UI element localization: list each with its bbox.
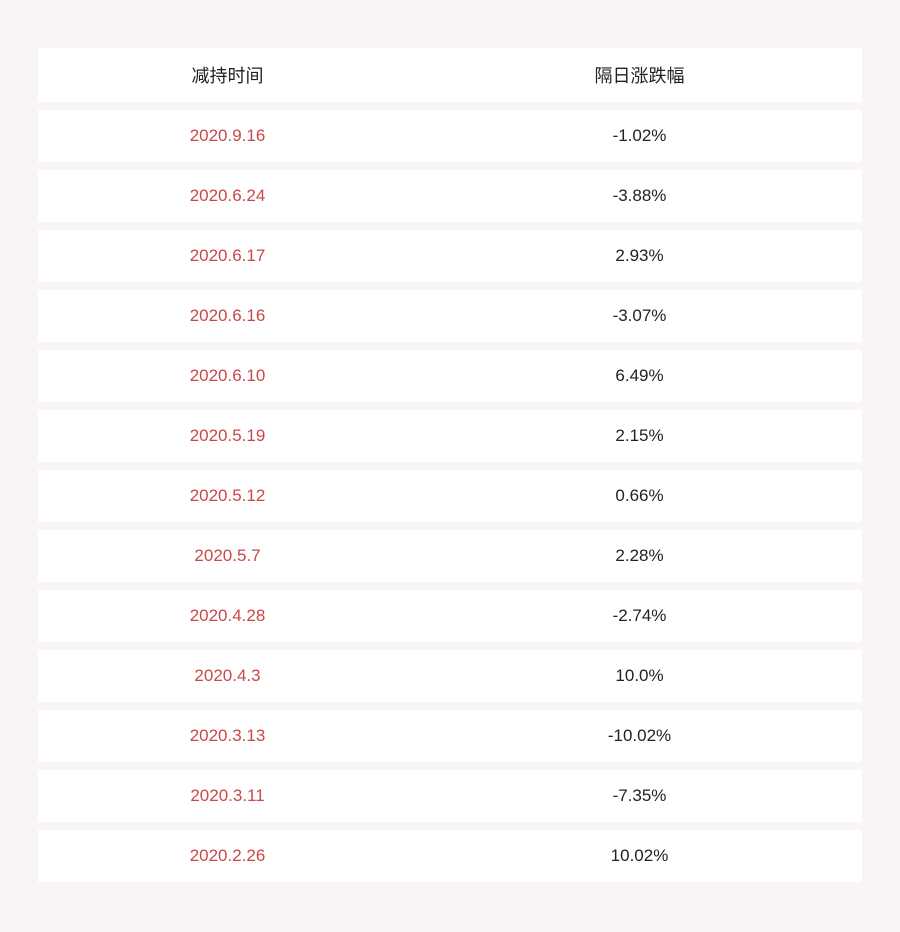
table-row: 2020.6.172.93% — [38, 230, 862, 282]
date-cell: 2020.9.16 — [38, 126, 417, 146]
table-row: 2020.6.24-3.88% — [38, 170, 862, 222]
date-cell: 2020.5.12 — [38, 486, 417, 506]
change-cell: -10.02% — [417, 726, 862, 746]
table-row: 2020.3.13-10.02% — [38, 710, 862, 762]
header-date: 减持时间 — [38, 62, 417, 88]
table-row: 2020.6.16-3.07% — [38, 290, 862, 342]
change-cell: 10.02% — [417, 846, 862, 866]
change-cell: -2.74% — [417, 606, 862, 626]
table-row: 2020.4.310.0% — [38, 650, 862, 702]
change-cell: 2.15% — [417, 426, 862, 446]
change-cell: 2.93% — [417, 246, 862, 266]
table-row: 2020.5.192.15% — [38, 410, 862, 462]
change-cell: 6.49% — [417, 366, 862, 386]
date-cell: 2020.4.3 — [38, 666, 417, 686]
date-cell: 2020.2.26 — [38, 846, 417, 866]
date-cell: 2020.6.10 — [38, 366, 417, 386]
change-cell: -7.35% — [417, 786, 862, 806]
table-row: 2020.4.28-2.74% — [38, 590, 862, 642]
date-cell: 2020.6.17 — [38, 246, 417, 266]
change-cell: 10.0% — [417, 666, 862, 686]
table-header-row: 减持时间 隔日涨跌幅 — [38, 48, 862, 102]
change-cell: -1.02% — [417, 126, 862, 146]
date-cell: 2020.4.28 — [38, 606, 417, 626]
table-row: 2020.9.16-1.02% — [38, 110, 862, 162]
header-change: 隔日涨跌幅 — [417, 62, 862, 88]
table-row: 2020.3.11-7.35% — [38, 770, 862, 822]
date-cell: 2020.6.24 — [38, 186, 417, 206]
table-row: 2020.6.106.49% — [38, 350, 862, 402]
table-row: 2020.5.120.66% — [38, 470, 862, 522]
date-cell: 2020.5.19 — [38, 426, 417, 446]
date-cell: 2020.6.16 — [38, 306, 417, 326]
change-cell: -3.07% — [417, 306, 862, 326]
date-cell: 2020.5.7 — [38, 546, 417, 566]
table-row: 2020.5.72.28% — [38, 530, 862, 582]
table-row: 2020.2.2610.02% — [38, 830, 862, 882]
change-cell: 0.66% — [417, 486, 862, 506]
change-cell: -3.88% — [417, 186, 862, 206]
change-cell: 2.28% — [417, 546, 862, 566]
price-change-table: 减持时间 隔日涨跌幅 2020.9.16-1.02% 2020.6.24-3.88… — [38, 48, 862, 882]
table-body: 2020.9.16-1.02%2020.6.24-3.88%2020.6.172… — [38, 110, 862, 882]
date-cell: 2020.3.13 — [38, 726, 417, 746]
date-cell: 2020.3.11 — [38, 786, 417, 806]
